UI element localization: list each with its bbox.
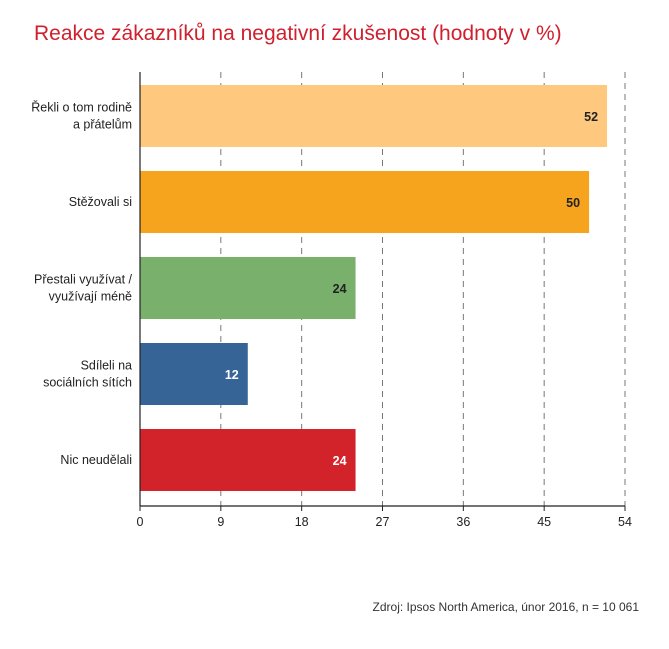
category-label-1: Stěžovali si xyxy=(69,195,132,209)
source-note: Zdroj: Ipsos North America, únor 2016, n… xyxy=(372,600,639,614)
bar-0 xyxy=(140,85,608,147)
value-label-4: 24 xyxy=(333,454,347,468)
x-tick-label-54: 54 xyxy=(618,515,632,529)
chart-title: Reakce zákazníků na negativní zkušenost … xyxy=(34,22,562,45)
category-label-3: Sdíleli na sociálních sítích xyxy=(43,359,132,390)
value-label-3: 12 xyxy=(225,368,239,382)
bar-2 xyxy=(140,257,356,319)
category-label-4: Nic neudělali xyxy=(60,453,132,467)
bar-1 xyxy=(140,171,590,233)
x-tick-label-0: 0 xyxy=(137,515,144,529)
x-tick-label-27: 27 xyxy=(376,515,390,529)
x-tick-label-18: 18 xyxy=(295,515,309,529)
category-label-2: Přestali využívat / využívají méně xyxy=(34,273,132,304)
value-label-0: 52 xyxy=(584,110,598,124)
x-tick-label-36: 36 xyxy=(456,515,470,529)
value-label-1: 50 xyxy=(566,196,580,210)
bar-3 xyxy=(140,343,248,405)
x-tick-label-9: 9 xyxy=(217,515,224,529)
value-label-2: 24 xyxy=(333,282,347,296)
x-tick-label-45: 45 xyxy=(537,515,551,529)
category-label-0: Řekli o tom rodině a přátelům xyxy=(31,100,132,132)
bar-4 xyxy=(140,429,356,491)
